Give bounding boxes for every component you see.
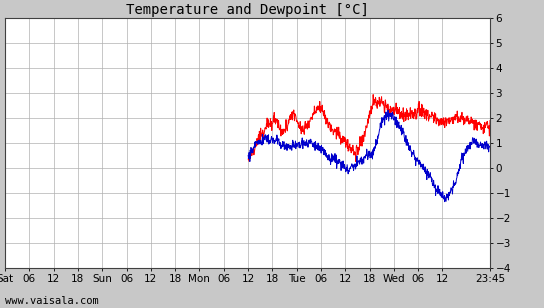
Title: Temperature and Dewpoint [°C]: Temperature and Dewpoint [°C] bbox=[126, 3, 369, 17]
Text: www.vaisala.com: www.vaisala.com bbox=[5, 297, 99, 306]
